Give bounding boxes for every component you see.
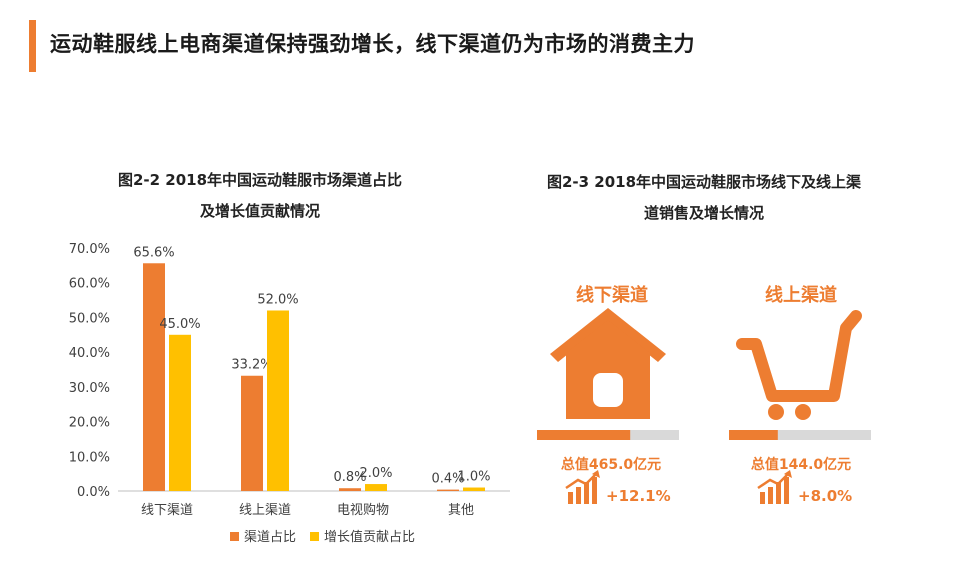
online-share-fill [729,430,778,440]
data-label: 65.6% [133,245,174,260]
x-tick-label: 线上渠道 [239,503,291,518]
offline-total-value: 总值465.0亿元 [561,456,661,473]
bar-channel-share [339,488,361,491]
x-tick-label: 线下渠道 [141,503,193,518]
data-label: 0.8% [333,470,366,485]
y-tick-label: 30.0% [69,381,110,396]
y-tick-label: 20.0% [69,416,110,431]
legend-swatch [230,532,239,541]
bar-channel-share [143,263,165,491]
left-chart-title: 图2-2 2018年中国运动鞋服市场渠道占比 及增长值贡献情况 [85,165,435,227]
y-tick-label: 0.0% [77,485,110,500]
growth-chart-icon [757,470,792,504]
bar-channel-share [437,489,459,491]
legend-label: 渠道占比 [244,530,296,545]
online-total-value: 总值144.0亿元 [751,456,851,473]
offline-channel-label: 线下渠道 [576,284,648,306]
headline-accent-bar [29,20,36,72]
y-tick-label: 50.0% [69,311,110,326]
x-tick-label: 其他 [448,503,474,518]
house-icon [550,308,666,419]
right-panel-title: 图2-3 2018年中国运动鞋服市场线下及线上渠 道销售及增长情况 [515,167,893,229]
offline-growth-value: +12.1% [606,487,671,505]
left-chart-title-line1: 图2-2 2018年中国运动鞋服市场渠道占比 [117,171,403,189]
legend-swatch [310,532,319,541]
x-tick-label: 电视购物 [337,502,389,518]
y-tick-label: 40.0% [69,346,110,361]
bar-growth-contribution [169,334,191,491]
left-chart-title-line2: 及增长值贡献情况 [199,202,320,220]
growth-chart-icon [565,470,600,504]
data-label: 2.0% [359,466,392,481]
right-panel-title-line2: 道销售及增长情况 [643,204,764,222]
online-share-track [729,430,871,440]
bar-growth-contribution [365,484,387,491]
data-label: 1.0% [457,470,490,485]
online-channel-label: 线上渠道 [765,284,837,306]
data-label: 33.2% [231,358,272,373]
bar-growth-contribution [267,310,289,491]
offline-share-fill [537,430,631,440]
y-tick-label: 70.0% [69,242,110,257]
data-label: 0.4% [431,472,464,487]
legend-label: 增长值贡献占比 [324,529,415,545]
data-label: 45.0% [159,317,200,332]
data-label: 52.0% [257,292,298,307]
bar-channel-share [241,375,263,491]
right-panel-title-line1: 图2-3 2018年中国运动鞋服市场线下及线上渠 [546,173,862,191]
page-headline: 运动鞋服线上电商渠道保持强劲增长，线下渠道仍为市场的消费主力 [50,32,695,56]
y-tick-label: 60.0% [69,277,110,292]
shopping-cart-icon [736,310,862,420]
bar-growth-contribution [463,487,485,491]
y-tick-label: 10.0% [69,450,110,465]
online-growth-value: +8.0% [798,487,852,505]
